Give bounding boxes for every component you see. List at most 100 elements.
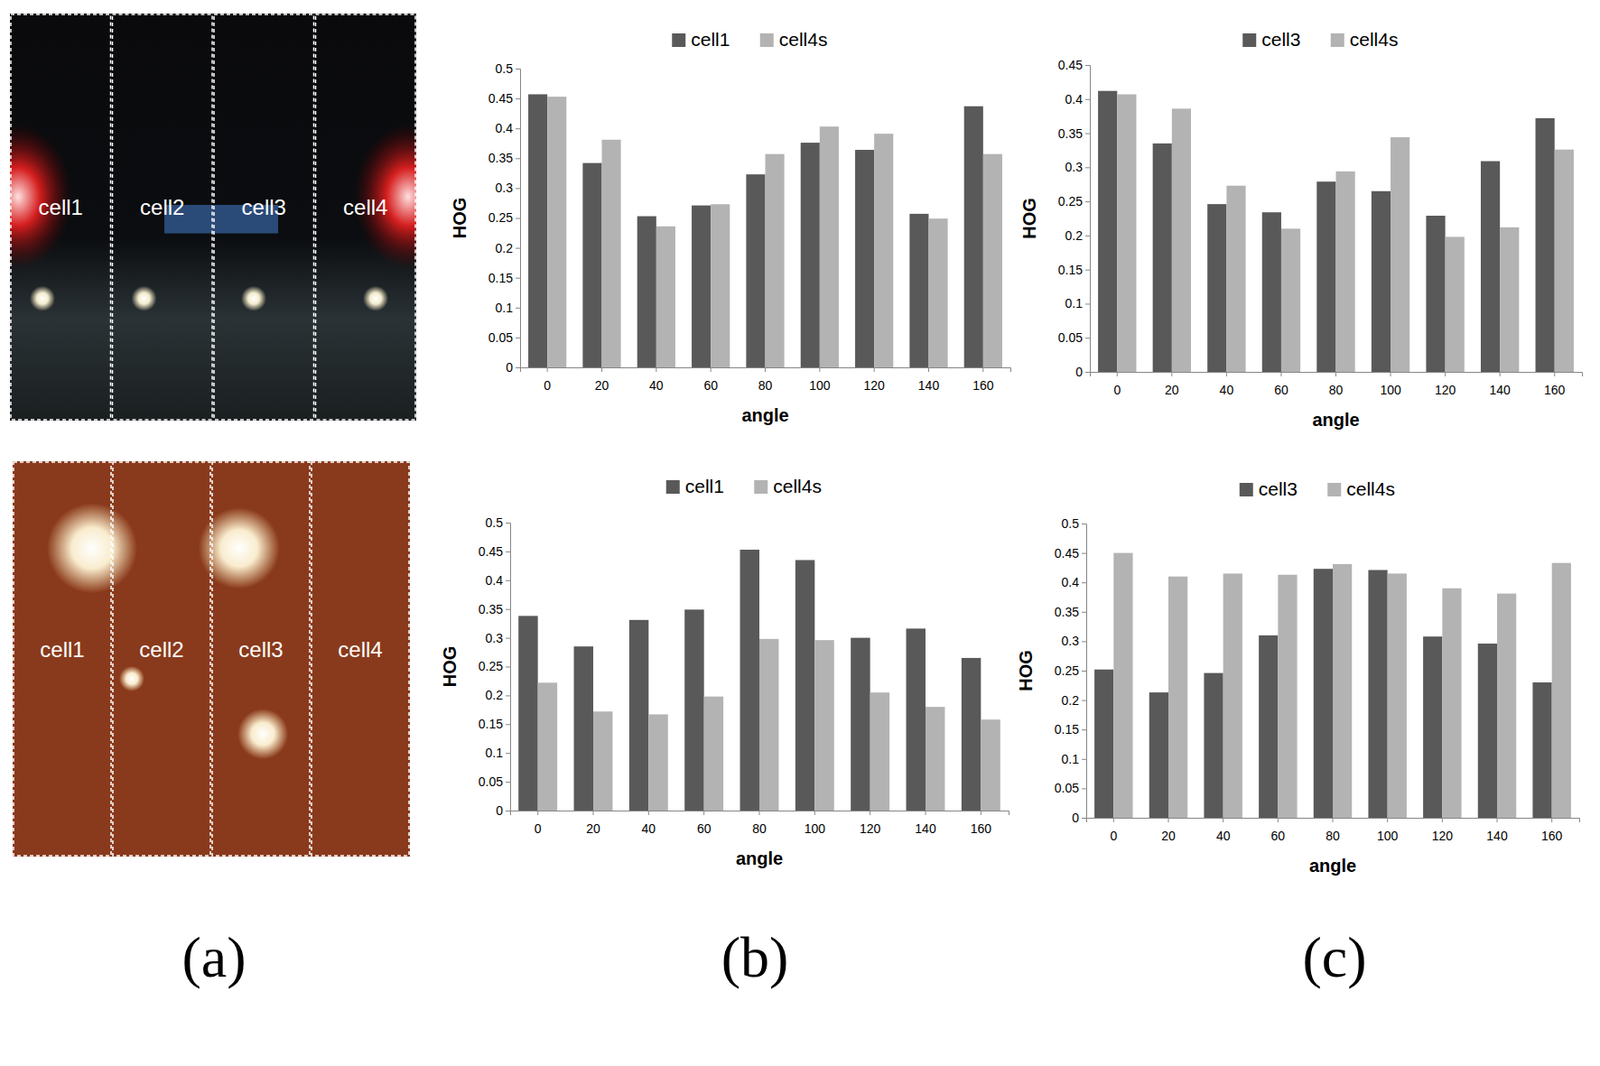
axis-line [1087, 818, 1581, 824]
figure: cell1cell2cell3cell4 cell1 cell2 cell3 cell4… [0, 0, 1600, 1066]
tick: 0.15 [478, 716, 511, 732]
cell-border [112, 14, 214, 420]
tick-mark [1085, 303, 1090, 305]
tick-label: 0.35 [1058, 126, 1083, 141]
bar [870, 692, 890, 811]
tick-mark [515, 248, 521, 250]
bar [518, 615, 538, 811]
bar [1223, 573, 1243, 819]
photo-background [9, 13, 417, 421]
bar [528, 93, 548, 368]
tick: 0.45 [1058, 57, 1090, 73]
tick: 120 [859, 810, 882, 837]
tick-label: 0.45 [478, 544, 503, 559]
legend: cell1cell4s [666, 475, 822, 497]
tick: 0.35 [1054, 604, 1087, 620]
x-axis: 020406080100120140160 [520, 367, 1012, 393]
tick: 0.4 [1061, 575, 1087, 590]
legend-swatch [666, 480, 680, 494]
tick-label: 0.15 [1054, 722, 1080, 737]
tick-mark [515, 278, 521, 280]
image-panel: cell1cell2cell3cell4 [12, 461, 410, 857]
tick-mark [1085, 133, 1090, 135]
bar [1423, 636, 1442, 819]
bar [1390, 137, 1410, 373]
y-axis: 00.050.10.150.20.250.30.350.40.45 [1058, 57, 1091, 380]
tick: 0.35 [1058, 126, 1090, 141]
tick-mark [515, 128, 521, 130]
cell-label: cell2 [139, 637, 184, 662]
tick-label: 0 [495, 803, 503, 819]
tick-label: 0.15 [478, 716, 503, 732]
bar [740, 549, 760, 811]
tick-label: 80 [1325, 828, 1340, 844]
bar-chart: 00.050.10.150.20.250.30.350.40.450.50204… [449, 28, 1012, 426]
legend-label: cell4s [1346, 478, 1396, 500]
tick-label: 0.25 [488, 210, 513, 225]
tick-mark [505, 551, 511, 553]
y-axis-title: HOG [1019, 197, 1040, 240]
tick-label: 0.35 [1054, 604, 1080, 620]
tick-label: 20 [1164, 382, 1180, 398]
tick-label: 0.05 [478, 774, 503, 790]
reflection [241, 286, 267, 312]
bar [1441, 588, 1461, 819]
tick-mark [874, 367, 875, 373]
cell-label: cell3 [238, 637, 283, 662]
tick-label: 0.2 [485, 688, 504, 703]
cell-label: cell1 [39, 637, 84, 662]
tick-label: 20 [595, 378, 610, 393]
tick-label: 60 [703, 378, 718, 393]
bar [1203, 673, 1223, 819]
tick-mark [505, 724, 511, 726]
tick-mark [1116, 372, 1118, 377]
tick-mark [1335, 372, 1337, 377]
bar [1552, 563, 1572, 819]
image-panel: cell1cell2cell3cell4 [0, 13, 463, 421]
bar [1113, 553, 1133, 819]
axis-line [1081, 524, 1088, 819]
cell-border [10, 14, 112, 420]
tick: 0 [505, 360, 521, 375]
tick: 0.15 [488, 270, 521, 286]
tick: 20 [1164, 372, 1180, 398]
tick: 60 [697, 810, 712, 837]
tick: 80 [758, 367, 773, 393]
tick: 0 [1071, 810, 1087, 826]
tick-label: 0.15 [488, 270, 513, 286]
tick-mark [814, 810, 816, 816]
tick-mark [1085, 99, 1090, 101]
tick-label: 20 [1161, 828, 1176, 844]
tick-mark [1168, 818, 1170, 823]
tick-mark [1444, 372, 1446, 377]
tick-label: 0.05 [488, 330, 513, 345]
tick-mark [703, 810, 705, 816]
tick: 60 [703, 367, 718, 393]
x-axis: 020406080100120140160 [511, 810, 1010, 837]
tick-label: 60 [1271, 828, 1286, 844]
tick: 100 [1379, 372, 1402, 398]
panel-label: (b) [721, 925, 790, 990]
bar [1371, 191, 1391, 373]
tick-mark [1081, 700, 1087, 702]
x-axis-title: angle [1311, 409, 1359, 430]
tick-label: 40 [1219, 382, 1235, 398]
tick-label: 0.35 [488, 150, 513, 166]
tick: 0.5 [495, 61, 521, 76]
tick-label: 0.15 [1058, 262, 1083, 278]
reflection [131, 286, 158, 312]
legend-swatch [1242, 33, 1256, 47]
tick-mark [515, 98, 521, 100]
cell-border [112, 462, 211, 856]
tick: 160 [972, 367, 995, 393]
tick-mark [1081, 818, 1087, 819]
bar [759, 639, 779, 811]
legend-swatch [753, 480, 768, 494]
tick-label: 0.1 [1065, 296, 1084, 311]
y-axis-title: HOG [449, 197, 470, 240]
tick-mark [505, 695, 511, 697]
tick-mark [593, 810, 595, 816]
y-axis: 00.050.10.150.20.250.30.350.40.450.5 [1054, 516, 1088, 826]
bars [518, 549, 1001, 811]
tick-mark [1081, 523, 1087, 525]
